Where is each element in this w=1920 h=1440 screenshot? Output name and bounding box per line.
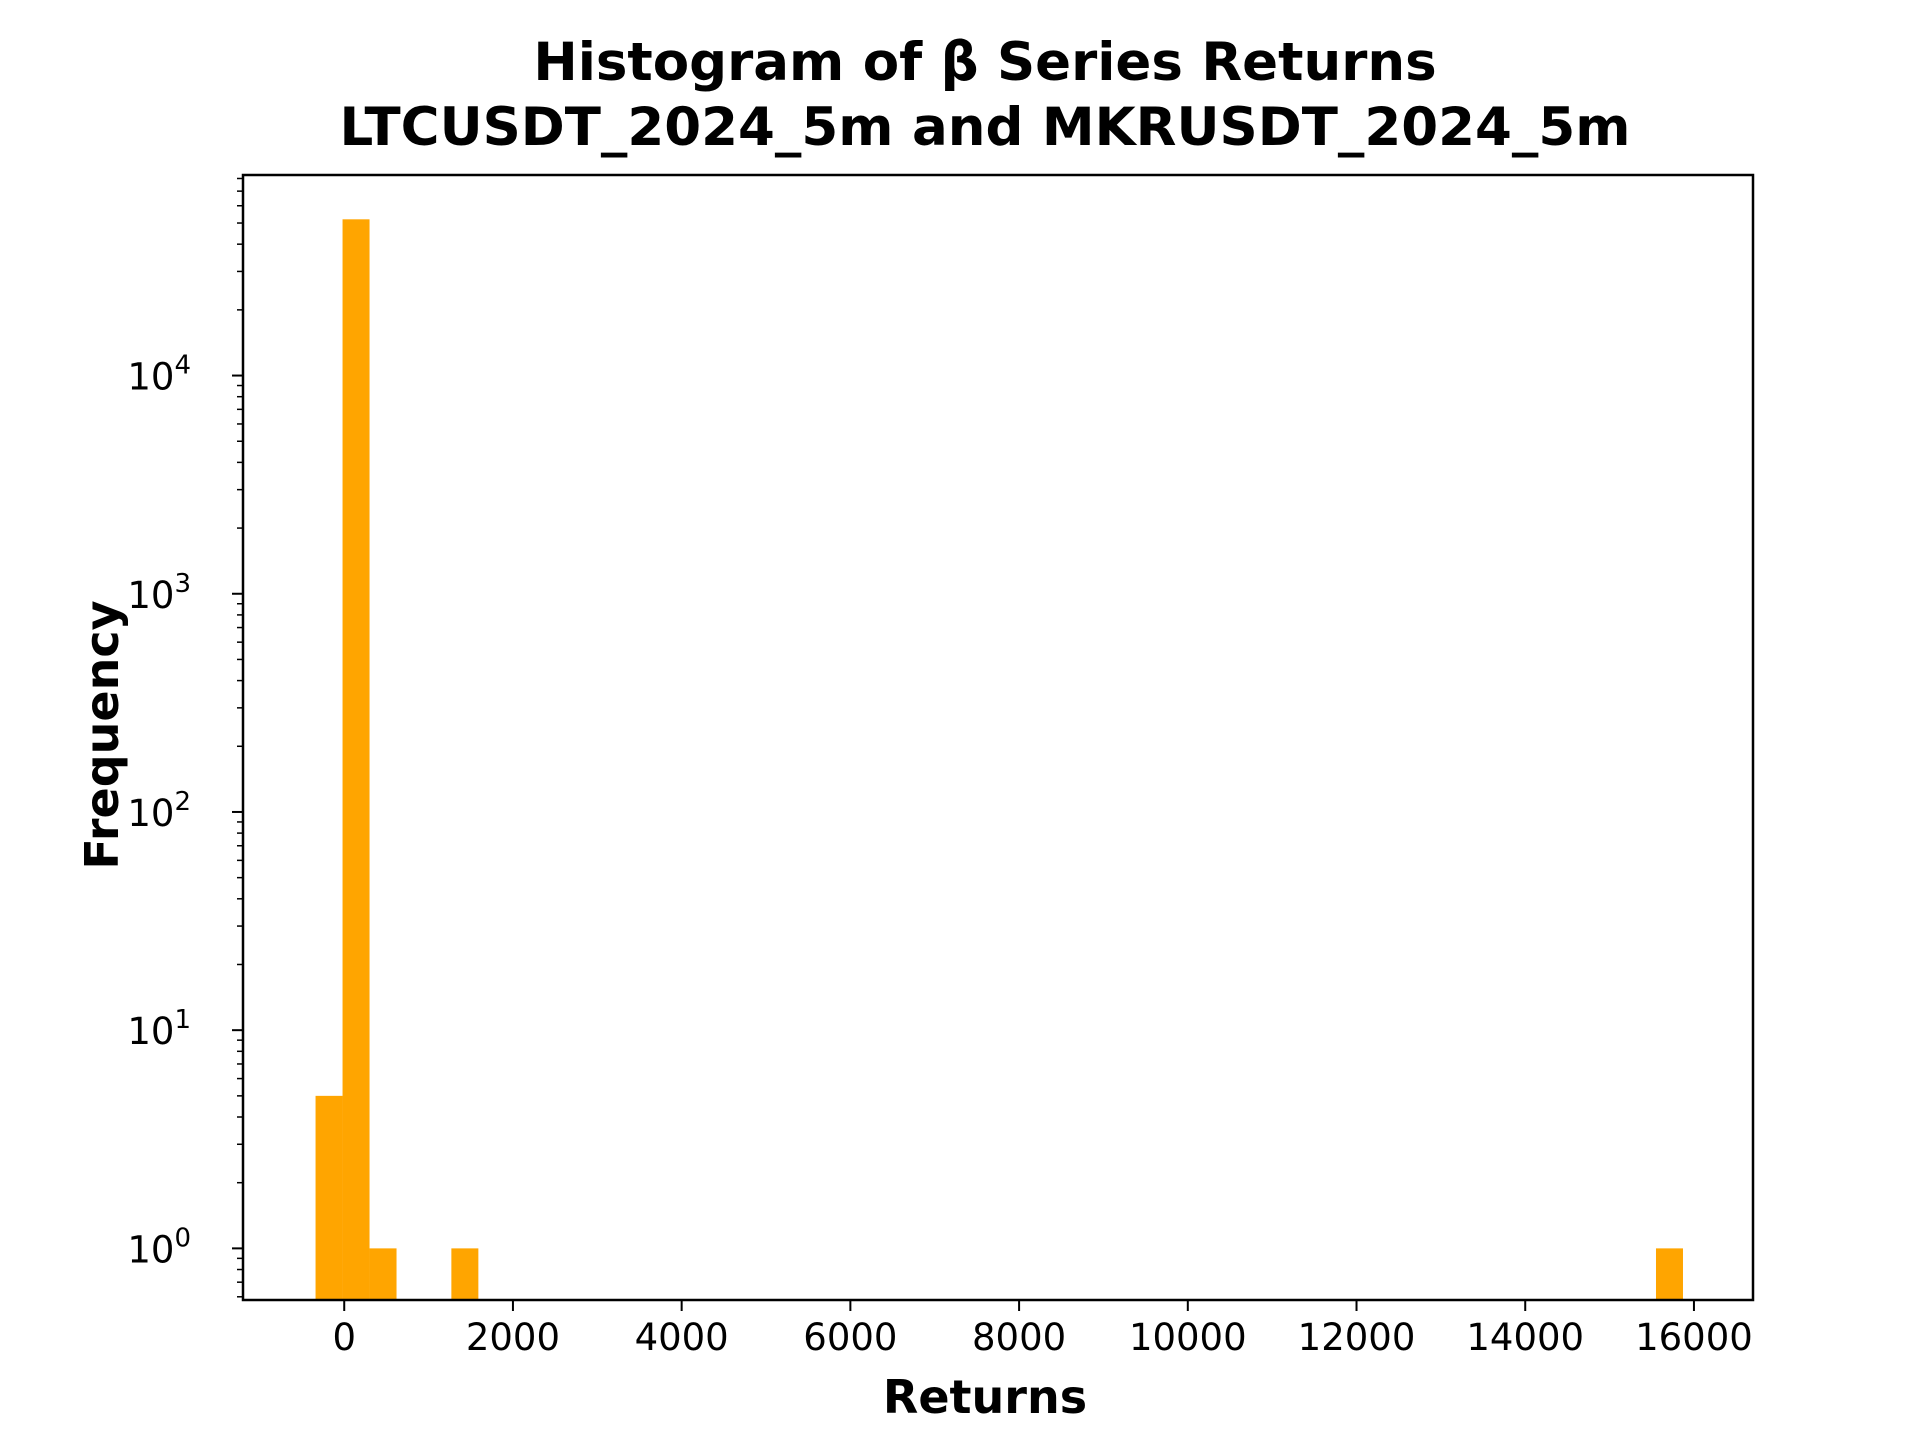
y-tick-label: 104 — [127, 351, 191, 399]
x-axis-ticks: 0 2000 4000 6000 8000 10000 12000 14000 16000 — [332, 1300, 1753, 1359]
x-tick-label: 6000 — [803, 1316, 897, 1359]
y-tick-label: 102 — [127, 787, 191, 835]
chart-subtitle: LTCUSDT_2024_5m and MKRUSDT_2024_5m — [340, 97, 1631, 158]
y-tick-label: 100 — [127, 1223, 191, 1271]
histogram-bar — [369, 1248, 397, 1300]
x-tick-label: 0 — [332, 1316, 356, 1359]
histogram-bar — [342, 219, 370, 1300]
y-axis-ticks: 100 101 102 103 104 — [127, 351, 243, 1271]
bars-layer — [315, 219, 1683, 1300]
x-tick-label: 2000 — [466, 1316, 560, 1359]
x-tick-label: 4000 — [635, 1316, 729, 1359]
histogram-bar — [1655, 1248, 1683, 1300]
x-axis-label: Returns — [883, 1370, 1087, 1424]
x-tick-label: 14000 — [1466, 1316, 1584, 1359]
x-tick-label: 8000 — [972, 1316, 1066, 1359]
histogram-bar — [451, 1248, 479, 1300]
x-tick-label: 10000 — [1129, 1316, 1247, 1359]
y-tick-label: 103 — [127, 569, 191, 617]
plot-area-frame — [241, 173, 1755, 1302]
x-tick-label: 16000 — [1635, 1316, 1753, 1359]
x-tick-label: 12000 — [1298, 1316, 1416, 1359]
histogram-bar — [315, 1095, 343, 1300]
y-tick-label: 101 — [127, 1005, 191, 1053]
y-axis-label: Frequency — [75, 600, 129, 869]
chart-title: Histogram of β Series Returns — [533, 32, 1436, 93]
